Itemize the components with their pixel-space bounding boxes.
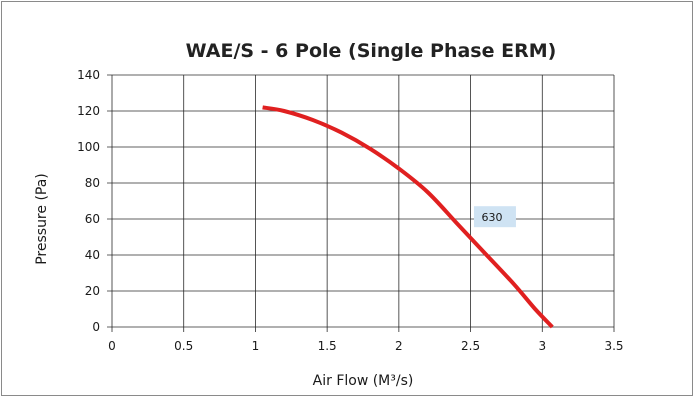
x-tick-label: 2 [395,339,403,353]
x-tick-label: 2.5 [461,339,480,353]
x-axis-label: Air Flow (M³/s) [313,373,414,389]
annotation-label: 630 [481,211,502,224]
y-tick-label: 80 [85,176,100,190]
y-axis-label: Pressure (Pa) [34,173,50,265]
x-tick-label: 0.5 [174,339,193,353]
x-tick-label: 3.5 [604,339,623,353]
x-tick-labels: 0 0.5 1 1.5 2 2.5 3 3.5 [108,339,623,353]
chart-title: WAE/S - 6 Pole (Single Phase ERM) [186,40,557,62]
y-tick-labels: 0 20 40 60 80 100 120 140 [77,68,100,334]
annotation-box [473,206,516,228]
x-tick-label: 1 [252,339,260,353]
series-line-630 [262,105,554,329]
y-tick-label: 100 [77,140,100,154]
y-tick-label: 0 [92,320,100,334]
y-tick-label: 60 [85,212,100,226]
y-tick-label: 20 [85,284,100,298]
y-tick-label: 40 [85,248,100,262]
grid [107,74,615,332]
x-tick-label: 0 [108,339,116,353]
x-tick-label: 3 [538,339,546,353]
y-tick-label: 140 [77,68,100,82]
y-tick-label: 120 [77,104,100,118]
x-tick-label: 1.5 [318,339,337,353]
series-lines [262,105,554,329]
series-annotation: 630 [473,206,516,228]
